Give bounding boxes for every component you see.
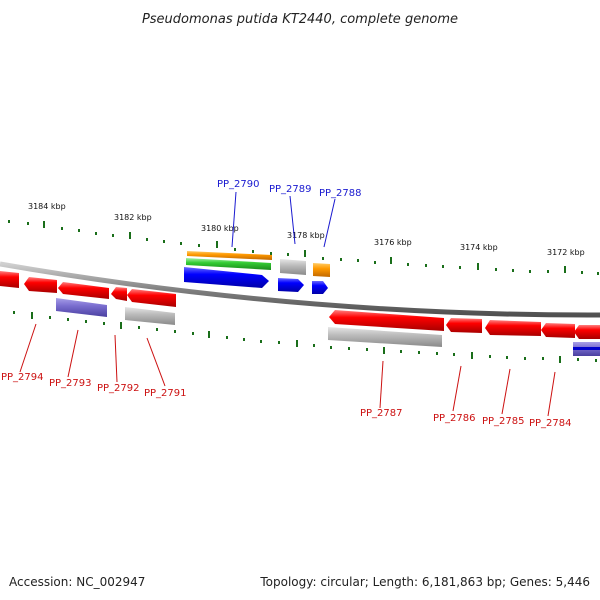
feature-orange[interactable] xyxy=(187,251,272,260)
scale-label: 3184 kbp xyxy=(28,202,66,211)
cds-feature[interactable] xyxy=(56,298,107,317)
rna-feature[interactable] xyxy=(280,259,306,275)
gene-reverse-arrow[interactable] xyxy=(24,277,57,293)
gene-forward-arrow[interactable] xyxy=(278,278,304,292)
scale-label: 3178 kbp xyxy=(287,231,325,240)
gene-label-reverse[interactable]: PP_2794 xyxy=(1,372,44,383)
gene-label-reverse[interactable]: PP_2785 xyxy=(482,416,525,427)
gene-label-reverse[interactable]: PP_2791 xyxy=(144,388,187,399)
gene-reverse-arrow[interactable] xyxy=(485,320,541,336)
gene-reverse-arrow[interactable] xyxy=(58,282,109,299)
scale-label: 3182 kbp xyxy=(114,213,152,222)
cds-feature-band xyxy=(573,347,600,350)
gene-forward-arrow[interactable] xyxy=(184,267,269,288)
gene-reverse-arrow[interactable] xyxy=(127,289,176,307)
outer-scale xyxy=(8,220,599,275)
gene-reverse-arrow[interactable] xyxy=(329,310,444,331)
gene-label-forward[interactable]: PP_2790 xyxy=(217,179,260,190)
accession-text: Accession: NC_002947 xyxy=(9,575,145,589)
gene-forward-arrow[interactable] xyxy=(312,281,328,294)
rna-feature[interactable] xyxy=(125,307,175,325)
scale-label: 3174 kbp xyxy=(460,243,498,252)
scale-label: 3176 kbp xyxy=(374,238,412,247)
gene-reverse-arrow[interactable] xyxy=(541,323,575,338)
gene-label-reverse[interactable]: PP_2784 xyxy=(529,418,572,429)
gene-label-reverse[interactable]: PP_2786 xyxy=(433,413,476,424)
feature-orange[interactable] xyxy=(313,263,330,277)
map-title: Pseudomonas putida KT2440, complete geno… xyxy=(142,12,458,27)
gene-reverse-arrow[interactable] xyxy=(574,325,600,339)
leader-lines xyxy=(19,191,556,417)
scale-label: 3180 kbp xyxy=(201,224,239,233)
genome-summary-text: Topology: circular; Length: 6,181,863 bp… xyxy=(259,575,590,589)
gene-label-reverse[interactable]: PP_2792 xyxy=(97,383,140,394)
inner-scale xyxy=(13,311,597,363)
gene-reverse-arrow[interactable] xyxy=(446,318,482,333)
gene-label-forward[interactable]: PP_2789 xyxy=(269,184,312,195)
gene-reverse-arrow[interactable] xyxy=(0,271,19,288)
gene-reverse-arrow[interactable] xyxy=(111,287,127,301)
feature-green[interactable] xyxy=(186,258,271,270)
gene-label-reverse[interactable]: PP_2787 xyxy=(360,408,403,419)
genome-backbone xyxy=(0,261,600,318)
gene-label-reverse[interactable]: PP_2793 xyxy=(49,378,92,389)
gene-label-forward[interactable]: PP_2788 xyxy=(319,188,362,199)
rna-feature[interactable] xyxy=(328,327,442,347)
scale-label: 3172 kbp xyxy=(547,248,585,257)
